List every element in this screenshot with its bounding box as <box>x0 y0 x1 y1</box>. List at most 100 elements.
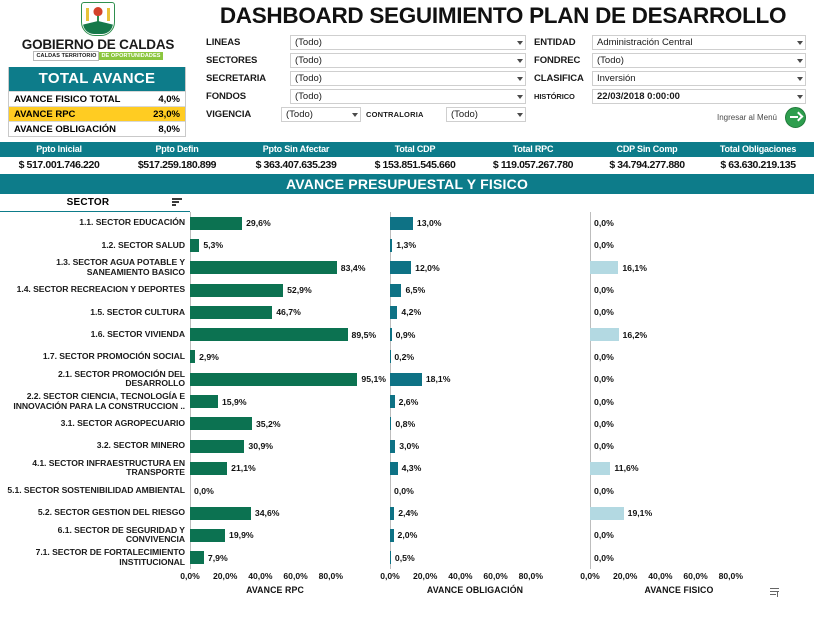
bar[interactable] <box>390 216 413 230</box>
bar[interactable] <box>390 305 398 319</box>
chart-row: 5.1. SECTOR SOSTENIBILIDAD AMBIENTAL 0,0%… <box>0 479 814 502</box>
bar-value-label: 0,0% <box>594 240 614 251</box>
kpi-value-cdp-sin-comp: $ 34.794.277.880 <box>609 159 685 171</box>
chart-panel-avance-fisico: 0,0% <box>590 301 814 324</box>
chart-panel-avance-fisico: 0,0% <box>590 434 814 458</box>
bar-value-label: 0,0% <box>594 285 614 296</box>
chart-panel-avance-rpc: 89,5% <box>190 323 390 346</box>
bar[interactable] <box>190 439 245 453</box>
sector-label: 3.1. SECTOR AGROPECUARIO <box>60 418 185 429</box>
filter-row-fondos: FONDOS (Todo) <box>206 89 526 104</box>
bar[interactable] <box>390 395 395 409</box>
bar[interactable] <box>390 417 392 431</box>
chart-panel-avance-obligaci-n: 2,4% <box>390 501 590 525</box>
chart-panel-avance-fisico: 0,0% <box>590 345 814 369</box>
sector-label: 2.1. SECTOR PROMOCIÓN DEL DESARROLLO <box>57 368 185 389</box>
bar[interactable] <box>190 283 284 297</box>
bar[interactable] <box>390 461 398 475</box>
filter-label-fondrec: FONDREC <box>534 55 581 66</box>
filter-select-contraloria[interactable]: (Todo) <box>446 107 526 122</box>
axis-tick-label: 20,0% <box>213 570 238 581</box>
filter-value-sectores: (Todo) <box>295 55 322 66</box>
filter-select-fondos[interactable]: (Todo) <box>290 89 526 104</box>
brand-tagline-part1: CALDAS TERRITORIO <box>33 51 100 61</box>
bar-value-label: 2,4% <box>398 508 419 518</box>
chart-panel-avance-rpc: 21,1% <box>190 457 390 480</box>
chart-panel-avance-obligaci-n: 0,0% <box>390 479 590 502</box>
filter-select-fondrec[interactable]: (Todo) <box>592 53 806 68</box>
bar[interactable] <box>390 551 391 565</box>
axis-tick-label: 20,0% <box>613 570 638 581</box>
bar[interactable] <box>590 461 611 475</box>
ingresar-al-menu-link[interactable]: Ingresar al Menú <box>716 112 777 122</box>
sort-icon[interactable] <box>172 197 184 208</box>
bar[interactable] <box>190 417 252 431</box>
bar[interactable] <box>390 506 395 520</box>
filter-select-vigencia[interactable]: (Todo) <box>281 107 361 122</box>
filter-select-entidad[interactable]: Administración Central <box>592 35 806 50</box>
bar[interactable] <box>390 439 396 453</box>
filter-select-lineas[interactable]: (Todo) <box>290 35 526 50</box>
bar[interactable] <box>190 506 251 520</box>
filter-row-sectores: SECTORES (Todo) <box>206 53 526 68</box>
bar-value-label: 2,0% <box>397 530 418 541</box>
bar[interactable] <box>390 528 394 542</box>
resize-handle-icon[interactable] <box>770 587 780 597</box>
kpi-header-ppto-inicial: Ppto Inicial <box>36 144 82 154</box>
kpi-header-total-obligaciones: Total Obligaciones <box>719 144 797 154</box>
axis-baseline <box>590 390 591 413</box>
bar[interactable] <box>190 395 218 409</box>
bar[interactable] <box>590 506 624 520</box>
filter-value-lineas: (Todo) <box>295 37 322 48</box>
bar[interactable] <box>190 238 200 252</box>
bar[interactable] <box>390 283 402 297</box>
bar[interactable] <box>590 261 619 275</box>
sector-label: 2.2. SECTOR CIENCIA, TECNOLOGÍA E INNOVA… <box>13 391 185 411</box>
bar[interactable] <box>190 372 358 386</box>
bar[interactable] <box>390 328 392 342</box>
bar[interactable] <box>390 372 422 386</box>
bar[interactable] <box>190 528 226 542</box>
chart-panel-avance-rpc: 95,1% <box>190 368 390 391</box>
axis-baseline <box>590 434 591 458</box>
bar[interactable] <box>190 328 348 342</box>
filter-select-sectores[interactable]: (Todo) <box>290 53 526 68</box>
axis-ticks-fisico: 0,0% 20,0% 40,0% 60,0% 80,0% <box>580 570 814 583</box>
bar-value-label: 0,0% <box>194 485 214 496</box>
axis-ticks-obligacion: 0,0% 20,0% 40,0% 60,0% 80,0% <box>380 571 590 583</box>
chart-row: 3.1. SECTOR AGROPECUARIO 35,2% 0,8% 0,0% <box>0 412 814 435</box>
bar[interactable] <box>190 305 273 319</box>
filter-row-fondrec: FONDREC (Todo) <box>534 53 806 68</box>
axis-baseline <box>590 345 591 369</box>
filter-select-historico[interactable]: 22/03/2018 0:00:00 <box>592 89 806 104</box>
bar[interactable] <box>590 328 619 342</box>
total-row-obligacion-value: 8,0% <box>158 123 180 135</box>
bar[interactable] <box>190 350 196 364</box>
bar[interactable] <box>390 261 412 275</box>
chart-panel-avance-rpc: 46,7% <box>190 301 390 324</box>
chart-panel-avance-rpc: 29,6% <box>190 212 390 235</box>
bar-value-label: 34,6% <box>254 508 280 518</box>
kpi-value-ppto-defin: $517.259.180.899 <box>137 159 217 171</box>
filter-select-secretaria[interactable]: (Todo) <box>290 71 526 86</box>
bar[interactable] <box>190 461 228 475</box>
bar[interactable] <box>390 238 393 252</box>
bar[interactable] <box>190 261 337 275</box>
filter-value-secretaria: (Todo) <box>295 73 322 84</box>
filter-value-vigencia: (Todo) <box>286 109 313 120</box>
axis-tick-label: 80,0% <box>718 570 743 581</box>
chevron-down-icon <box>797 94 803 99</box>
chevron-down-icon <box>517 112 523 117</box>
chart-panel-avance-fisico: 19,1% <box>590 501 814 525</box>
axis-tick-label: 40,0% <box>648 570 673 581</box>
filter-row-entidad: ENTIDAD Administración Central <box>534 35 806 50</box>
filter-select-clasifica[interactable]: Inversión <box>592 71 806 86</box>
bar[interactable] <box>190 216 243 230</box>
kpi-header-cdp-sin-comp: CDP Sin Comp <box>616 144 678 154</box>
filter-label-clasifica: CLASIFICA <box>534 73 584 84</box>
axis-baseline <box>590 412 591 435</box>
axis-tick-label: 0,0% <box>380 570 400 581</box>
bar-value-label: 46,7% <box>276 307 301 318</box>
arrow-right-circle-icon[interactable] <box>785 106 806 128</box>
bar[interactable] <box>190 551 204 565</box>
